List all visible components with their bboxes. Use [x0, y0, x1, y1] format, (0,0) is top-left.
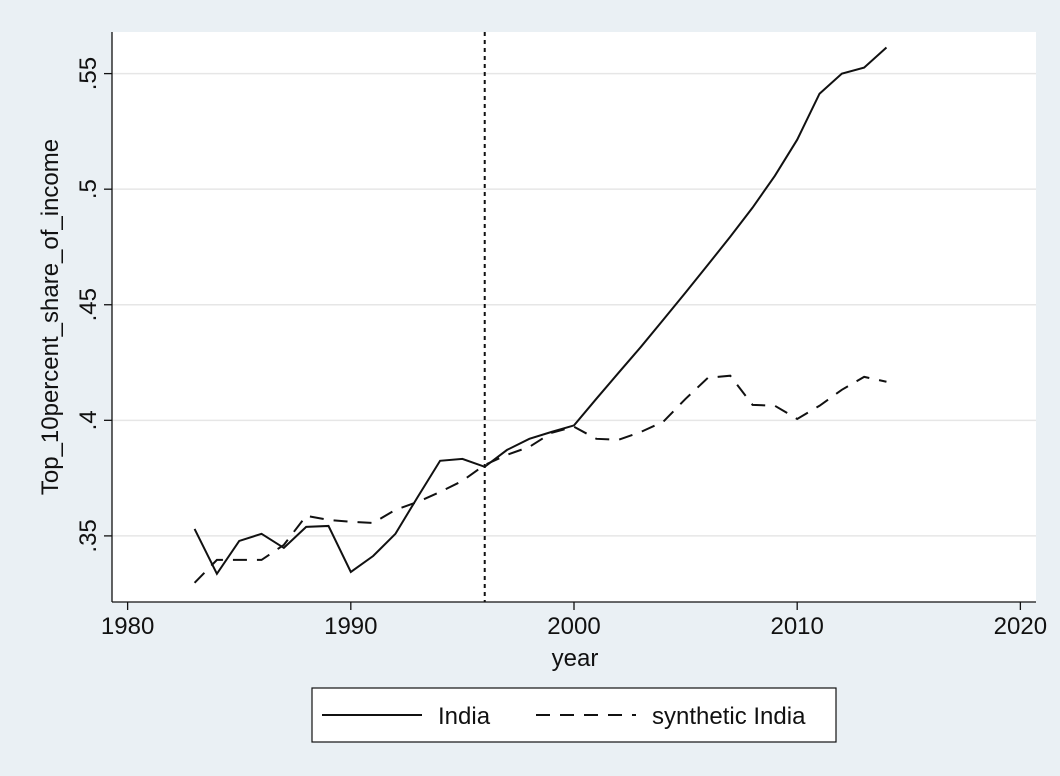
series-line	[193, 374, 887, 584]
legend-label: India	[438, 703, 491, 730]
plot-area	[112, 32, 1036, 602]
series-line	[193, 46, 888, 576]
x-tick-label: 1990	[324, 613, 377, 640]
y-tick-label: .4	[75, 410, 102, 430]
y-tick-label: .35	[75, 519, 102, 552]
y-tick-label: .5	[75, 179, 102, 199]
y-axis-label: Top_10percent_share_of_income	[37, 139, 64, 495]
x-tick-label: 2010	[770, 613, 823, 640]
x-tick-label: 1980	[101, 613, 154, 640]
x-axis-label: year	[552, 645, 599, 672]
x-tick-label: 2020	[994, 613, 1047, 640]
legend-label: synthetic India	[652, 703, 806, 730]
y-tick-label: .55	[75, 57, 102, 90]
y-tick-label: .45	[75, 288, 102, 321]
x-tick-label: 2000	[547, 613, 600, 640]
